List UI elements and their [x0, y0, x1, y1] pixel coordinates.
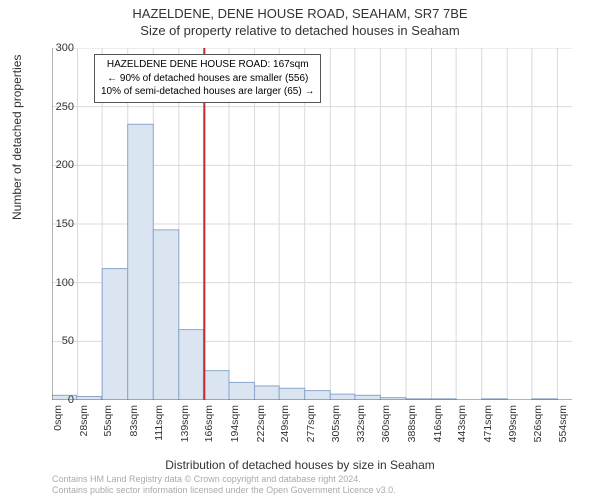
- x-tick-label: 0sqm: [52, 405, 64, 445]
- x-tick-label: 332sqm: [355, 405, 367, 445]
- x-tick-label: 28sqm: [78, 405, 90, 445]
- x-tick-label: 249sqm: [279, 405, 291, 445]
- page-title: HAZELDENE, DENE HOUSE ROAD, SEAHAM, SR7 …: [0, 0, 600, 21]
- footer-line-1: Contains HM Land Registry data © Crown c…: [52, 474, 396, 485]
- y-tick-label: 150: [44, 218, 74, 230]
- x-tick-label: 499sqm: [507, 405, 519, 445]
- x-tick-label: 139sqm: [179, 405, 191, 445]
- y-tick-label: 200: [44, 159, 74, 171]
- annotation-box: HAZELDENE DENE HOUSE ROAD: 167sqm ← 90% …: [94, 54, 321, 103]
- footer-attribution: Contains HM Land Registry data © Crown c…: [52, 474, 396, 496]
- x-tick-label: 305sqm: [330, 405, 342, 445]
- x-tick-label: 222sqm: [255, 405, 267, 445]
- x-tick-label: 471sqm: [482, 405, 494, 445]
- footer-line-2: Contains public sector information licen…: [52, 485, 396, 496]
- x-tick-label: 554sqm: [557, 405, 569, 445]
- annotation-line-3: 10% of semi-detached houses are larger (…: [101, 85, 314, 99]
- y-tick-label: 50: [44, 335, 74, 347]
- x-tick-label: 83sqm: [128, 405, 140, 445]
- x-tick-label: 443sqm: [456, 405, 468, 445]
- x-tick-label: 111sqm: [153, 405, 165, 445]
- x-tick-label: 416sqm: [432, 405, 444, 445]
- x-tick-label: 166sqm: [203, 405, 215, 445]
- x-tick-label: 360sqm: [380, 405, 392, 445]
- y-tick-label: 300: [44, 42, 74, 54]
- annotation-line-2: ← 90% of detached houses are smaller (55…: [101, 72, 314, 86]
- page-subtitle: Size of property relative to detached ho…: [0, 21, 600, 38]
- chart-container: HAZELDENE DENE HOUSE ROAD: 167sqm ← 90% …: [52, 48, 572, 400]
- x-tick-label: 55sqm: [102, 405, 114, 445]
- y-tick-label: 100: [44, 277, 74, 289]
- x-tick-label: 194sqm: [229, 405, 241, 445]
- x-axis-label: Distribution of detached houses by size …: [0, 458, 600, 472]
- y-tick-label: 250: [44, 101, 74, 113]
- y-axis-label: Number of detached properties: [10, 55, 24, 220]
- x-tick-label: 277sqm: [305, 405, 317, 445]
- annotation-line-1: HAZELDENE DENE HOUSE ROAD: 167sqm: [101, 58, 314, 72]
- x-tick-label: 388sqm: [406, 405, 418, 445]
- x-tick-label: 526sqm: [532, 405, 544, 445]
